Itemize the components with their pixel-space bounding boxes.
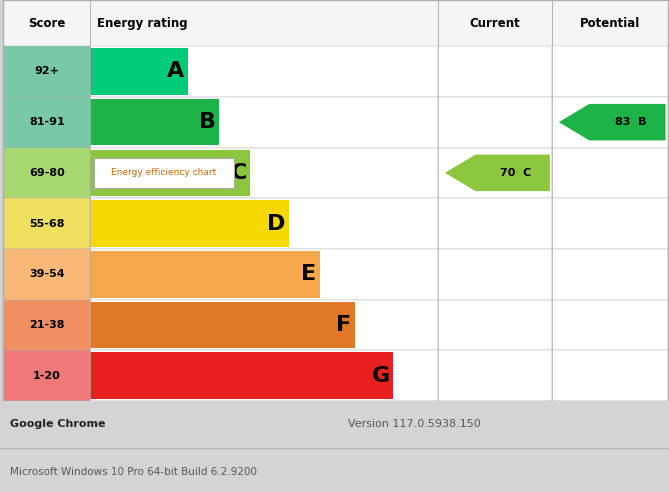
Bar (3, 198, 90, 249)
Text: 21-38: 21-38 (29, 320, 65, 330)
Polygon shape (559, 104, 666, 140)
Bar (438, 300, 552, 350)
Bar (3, 350, 90, 401)
Bar (90, 200, 288, 247)
Text: F: F (337, 315, 351, 335)
Bar (552, 0, 668, 46)
Bar (90, 99, 219, 146)
Text: B: B (199, 112, 215, 132)
Bar (438, 0, 552, 46)
Text: 83  B: 83 B (615, 117, 646, 127)
FancyBboxPatch shape (94, 157, 234, 188)
Text: 81-91: 81-91 (29, 117, 65, 127)
Bar (90, 198, 438, 249)
Text: 70  C: 70 C (500, 168, 531, 178)
Text: Microsoft Windows 10 Pro 64-bit Build 6.2.9200: Microsoft Windows 10 Pro 64-bit Build 6.… (10, 467, 257, 477)
Text: A: A (167, 62, 185, 82)
Text: D: D (267, 214, 285, 234)
Bar (90, 0, 438, 46)
Bar (3, 0, 90, 46)
Bar (90, 97, 438, 148)
Text: Energy rating: Energy rating (97, 17, 187, 30)
Text: Current: Current (470, 17, 520, 30)
Bar (90, 46, 438, 97)
Text: 69-80: 69-80 (29, 168, 65, 178)
Bar (552, 148, 668, 198)
Text: 55-68: 55-68 (29, 218, 65, 229)
Bar (90, 300, 438, 350)
Text: Version 117.0.5938.150: Version 117.0.5938.150 (348, 419, 480, 429)
Text: Potential: Potential (579, 17, 640, 30)
Bar (90, 148, 438, 198)
Bar (438, 249, 552, 300)
Bar (90, 251, 320, 298)
Bar (90, 249, 438, 300)
Bar (438, 350, 552, 401)
Text: G: G (371, 366, 389, 386)
Text: E: E (302, 264, 316, 284)
Bar (3, 46, 90, 97)
Polygon shape (445, 154, 550, 191)
Bar (438, 198, 552, 249)
Bar (3, 97, 90, 148)
Bar (90, 350, 438, 401)
Bar (3, 148, 90, 198)
Bar (552, 97, 668, 148)
Bar (552, 46, 668, 97)
Text: Google Chrome: Google Chrome (10, 419, 106, 429)
Bar (552, 300, 668, 350)
Text: 92+: 92+ (34, 66, 60, 76)
Text: Score: Score (28, 17, 66, 30)
Bar (438, 148, 552, 198)
Text: 1-20: 1-20 (33, 370, 61, 381)
Bar (552, 350, 668, 401)
Bar (90, 302, 355, 348)
Bar (90, 352, 393, 399)
Bar (552, 249, 668, 300)
Bar (552, 198, 668, 249)
Bar (90, 48, 188, 95)
Bar (3, 249, 90, 300)
Bar (90, 150, 250, 196)
Text: C: C (231, 163, 247, 183)
Text: 39-54: 39-54 (29, 269, 65, 279)
Bar (438, 97, 552, 148)
Bar (438, 46, 552, 97)
Bar (3, 300, 90, 350)
Text: Energy efficiency chart: Energy efficiency chart (111, 168, 217, 177)
